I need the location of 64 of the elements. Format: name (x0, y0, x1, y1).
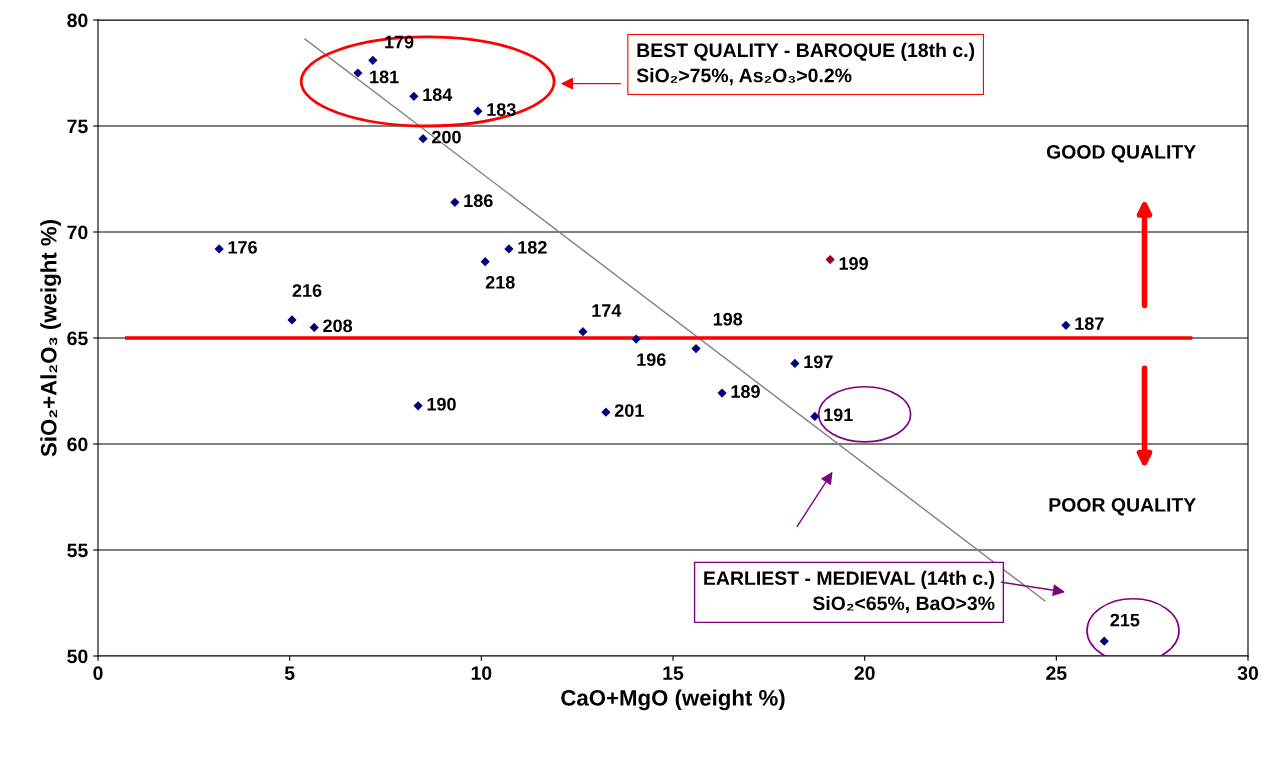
annotation: EARLIEST - MEDIEVAL (14th c.) SiO₂<65%, BaO>3% (704, 570, 995, 614)
annotation: 186 (464, 194, 493, 208)
y-tick-label: 75 (67, 119, 88, 134)
annotation: 190 (427, 397, 456, 411)
point (578, 327, 588, 337)
point (480, 257, 490, 267)
point (287, 315, 297, 325)
x-tick-label: 15 (663, 666, 684, 680)
y-tick-label: 55 (67, 543, 88, 558)
x-tick-label: 10 (471, 666, 492, 680)
point (1099, 636, 1109, 646)
y-axis-title: SiO₂+Al₂O₃ (weight %) (40, 220, 62, 457)
point (691, 343, 701, 354)
x-tick-label: 30 (1237, 666, 1259, 681)
point (1061, 320, 1071, 330)
annotation: POOR QUALITY (1049, 497, 1196, 516)
point (504, 244, 514, 254)
annotation: GOOD QUALITY (1046, 145, 1196, 163)
annotation: 199 (839, 257, 868, 270)
x-tick-label: 5 (284, 666, 295, 680)
point (450, 197, 460, 207)
point (368, 55, 378, 65)
y-tick-label: 50 (67, 649, 88, 664)
point (825, 254, 835, 265)
annotation: 183 (487, 103, 516, 116)
x-tick-label: 0 (93, 666, 103, 680)
point (631, 334, 641, 344)
point (214, 244, 224, 254)
x-tick-label: 20 (854, 666, 875, 680)
point (790, 358, 800, 369)
point (810, 411, 820, 422)
y-tick-label: 80 (67, 13, 88, 28)
point (418, 134, 428, 144)
annotation: 196 (637, 353, 666, 367)
point (717, 388, 727, 398)
y-tick-label: 65 (67, 331, 88, 346)
annotation: 218 (485, 275, 515, 289)
annotation: 181 (370, 70, 399, 84)
x-axis-title: CaO+MgO (weight %) (561, 689, 785, 711)
annotation: 189 (731, 385, 760, 398)
y-tick-label: 70 (67, 225, 88, 240)
annotation: 200 (432, 130, 461, 144)
annotation: 215 (1110, 613, 1140, 627)
annotation: 208 (323, 319, 353, 333)
annotation: 179 (385, 35, 414, 49)
annotation: 216 (292, 284, 322, 297)
annotation: 198 (713, 312, 743, 326)
point (601, 407, 611, 417)
annotation: 191 (824, 408, 853, 422)
annotation: 187 (1075, 317, 1104, 331)
annotation: 182 (518, 240, 547, 254)
point (409, 91, 419, 101)
annotation: 184 (423, 88, 453, 102)
point (353, 68, 363, 78)
point (309, 322, 319, 333)
annotation: 197 (804, 355, 833, 369)
y-tick-label: 60 (67, 437, 88, 452)
point (413, 401, 423, 411)
point (473, 106, 483, 116)
annotation: 174 (592, 304, 622, 317)
annotation: BEST QUALITY - BAROQUE (18th c.) SiO₂>75%, As₂O₃>0.2% (636, 42, 975, 86)
annotation: 201 (614, 404, 644, 417)
x-tick-label: 25 (1046, 666, 1067, 680)
annotation: 176 (228, 240, 257, 254)
